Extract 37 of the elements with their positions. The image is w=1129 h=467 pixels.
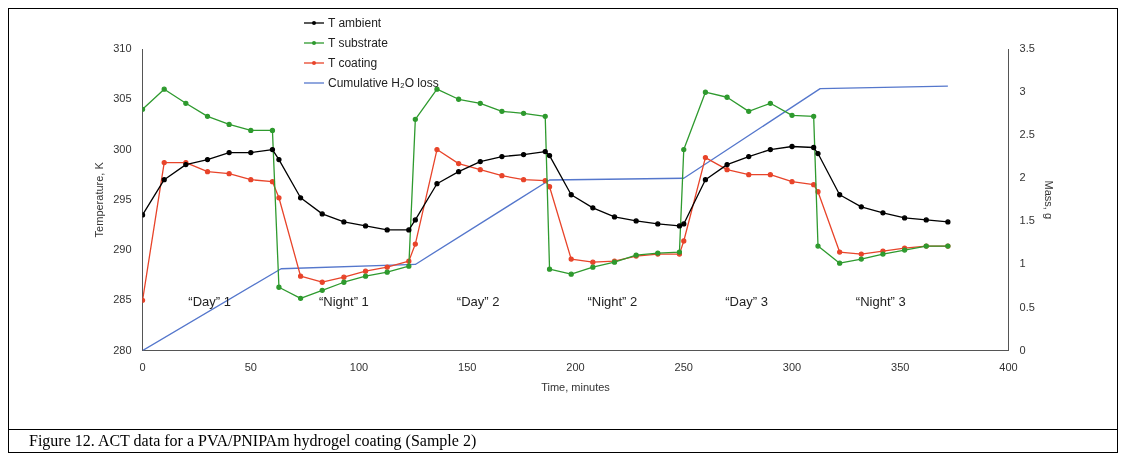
y-tick-label: 290 [113,243,132,256]
x-tick-label: 150 [458,361,477,374]
y2-tick-label: 3 [1019,85,1026,98]
annotation: “Night” 1 [318,293,369,309]
y-tick-label: 300 [113,142,132,155]
y-tick-label: 305 [113,92,132,105]
y2-tick-label: 3.5 [1019,42,1035,55]
legend-label: T coating [328,56,378,70]
x-tick-label: 350 [891,361,910,374]
x-tick-label: 300 [782,361,802,374]
x-tick-label: 400 [999,361,1018,374]
y2-tick-label: 1 [1019,257,1026,270]
x-tick-label: 0 [139,361,146,374]
y-tick-label: 295 [113,192,132,205]
y2-tick-label: 2 [1019,171,1026,184]
y2-axis-title: Mass, g [1043,180,1056,220]
y-tick-label: 280 [113,343,132,356]
y-tick-label: 285 [113,293,132,306]
caption: Figure 12. ACT data for a PVA/PNIPAm hydrogel coating (Sample 2) [8,430,1118,453]
y-axis-title: Temperature, K [92,161,105,238]
annotation: “Day” 2 [456,293,500,309]
x-tick-label: 200 [566,361,585,374]
x-tick-label: 50 [244,361,257,374]
x-tick-label: 100 [349,361,369,374]
annotation: “Night” 2 [587,293,638,309]
x-tick-label: 250 [674,361,693,374]
legend-label: T ambient [328,16,382,30]
legend-label: Cumulative H₂O loss [328,76,439,90]
y2-tick-label: 1.5 [1019,214,1035,227]
x-axis-title: Time, minutes [541,381,611,394]
annotation: “Day” 3 [725,293,768,309]
annotation: “Night” 3 [855,293,906,309]
y2-tick-label: 2.5 [1019,128,1035,141]
legend-label: T substrate [328,36,388,50]
y2-tick-label: 0 [1019,343,1026,356]
y-tick-label: 310 [113,42,132,55]
y2-tick-label: 0.5 [1019,300,1035,313]
